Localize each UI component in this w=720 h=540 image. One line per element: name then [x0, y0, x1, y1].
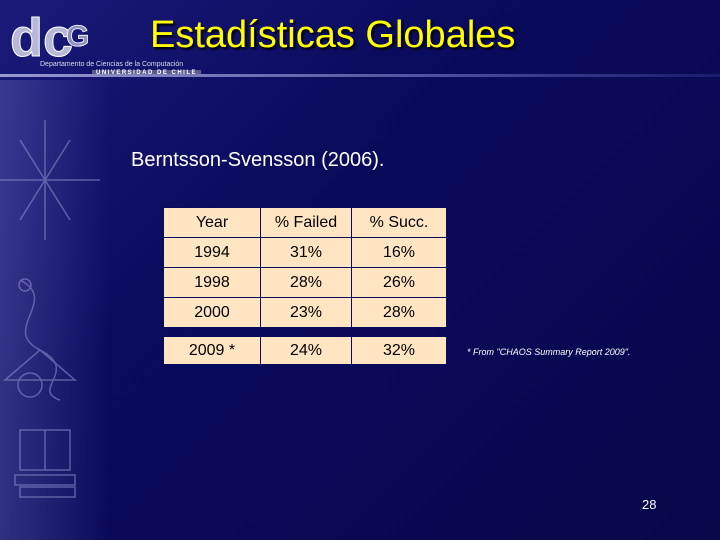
slide-title: Estadísticas Globales [150, 14, 516, 56]
table-cell: 26% [351, 267, 447, 298]
svg-text:G: G [66, 20, 89, 53]
department-name: Departamento de Ciencias de la Computaci… [40, 61, 184, 68]
header-failed: % Failed [260, 207, 352, 238]
table-cell: 28% [351, 297, 447, 328]
source-note: * From "CHAOS Summary Report 2009". [467, 347, 631, 357]
slide-header: dc G Departamento de Ciencias de la Comp… [0, 0, 720, 80]
dcc-logo: dc G Departamento de Ciencias de la Comp… [8, 6, 218, 78]
table-cell: 31% [260, 237, 352, 268]
table-cell: 24% [260, 336, 352, 365]
table-row: 1994 31% 16% [163, 237, 447, 268]
dcc-logo-icon: dc G [10, 8, 90, 69]
table-cell: 1998 [163, 267, 261, 298]
table-cell: 2000 [163, 297, 261, 328]
table-header-row: Year % Failed % Succ. [163, 207, 447, 238]
table-cell: 16% [351, 237, 447, 268]
decorative-icons [0, 120, 100, 498]
table-row: 1998 28% 26% [163, 267, 447, 298]
table-cell: 1994 [163, 237, 261, 268]
university-name: UNIVERSIDAD DE CHILE [92, 70, 202, 76]
header-success: % Succ. [351, 207, 447, 238]
page-number: 28 [642, 497, 657, 512]
table-cell: 2009 * [163, 336, 261, 365]
header-year: Year [163, 207, 261, 238]
table-cell: 32% [351, 336, 447, 365]
statistics-table: Year % Failed % Succ. 1994 31% 16% 1998 … [163, 207, 447, 365]
table-cell: 23% [260, 297, 352, 328]
slide-subtitle: Berntsson-Svensson (2006). [131, 149, 385, 171]
header-divider [0, 74, 720, 77]
decorative-side-art [0, 80, 110, 540]
table-row-highlight: 2009 * 24% 32% [163, 336, 447, 365]
table-cell: 28% [260, 267, 352, 298]
table-spacer [164, 328, 447, 337]
svg-text:dc: dc [10, 8, 73, 62]
table-row: 2000 23% 28% [163, 297, 447, 328]
